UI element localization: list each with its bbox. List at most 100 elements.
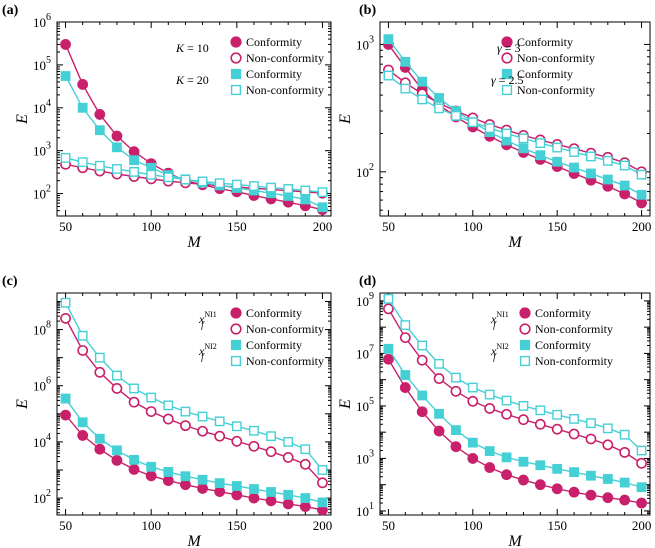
data-point bbox=[265, 495, 277, 507]
data-point bbox=[552, 156, 563, 167]
series-line bbox=[387, 358, 642, 504]
data-point bbox=[400, 83, 411, 94]
data-point bbox=[636, 169, 647, 180]
data-point bbox=[145, 406, 157, 417]
data-point bbox=[300, 493, 311, 503]
data-point bbox=[266, 431, 276, 442]
data-point bbox=[60, 312, 71, 324]
series-non-conformity-group2 bbox=[60, 152, 328, 198]
data-point bbox=[535, 405, 546, 416]
data-point bbox=[249, 181, 259, 191]
data-point bbox=[383, 303, 394, 315]
data-point bbox=[266, 487, 276, 497]
data-point bbox=[129, 167, 139, 177]
legend-marker bbox=[501, 36, 513, 48]
series-line bbox=[388, 74, 642, 176]
data-point bbox=[77, 330, 88, 341]
data-point bbox=[552, 142, 563, 153]
series-conformity-group2 bbox=[383, 343, 647, 493]
panel-label: (d) bbox=[359, 274, 376, 289]
data-point bbox=[77, 157, 88, 168]
data-point bbox=[433, 425, 445, 437]
data-point bbox=[77, 430, 89, 441]
y-axis-label: E bbox=[337, 114, 354, 125]
series-non-conformity-group1 bbox=[383, 303, 647, 469]
legend: Conformity Non-conformity Conformity Non-co… bbox=[491, 35, 595, 97]
data-point bbox=[129, 454, 139, 465]
data-point bbox=[602, 439, 614, 451]
data-point bbox=[300, 444, 311, 455]
legend-marker bbox=[230, 36, 242, 48]
series-conformity-group2 bbox=[383, 34, 647, 200]
data-point bbox=[518, 474, 529, 486]
data-point bbox=[535, 138, 546, 149]
legend-label: Conformity bbox=[246, 306, 302, 320]
legend-label: Conformity bbox=[535, 306, 591, 320]
data-point bbox=[450, 441, 462, 453]
data-point bbox=[317, 187, 328, 198]
series-line bbox=[387, 298, 643, 452]
legend-marker bbox=[230, 339, 242, 351]
data-point bbox=[317, 477, 328, 489]
data-point bbox=[534, 418, 546, 430]
data-point bbox=[451, 425, 461, 435]
data-point bbox=[501, 128, 512, 139]
data-point bbox=[383, 353, 394, 365]
data-point bbox=[146, 392, 157, 403]
y-tick-label: 102 bbox=[33, 184, 51, 202]
data-point bbox=[282, 498, 294, 510]
panel-label: (b) bbox=[359, 3, 376, 18]
data-point bbox=[619, 446, 631, 458]
legend-label: Conformity bbox=[246, 35, 302, 49]
x-axis-label: M bbox=[186, 234, 202, 251]
series-line bbox=[65, 157, 323, 193]
data-point bbox=[60, 393, 71, 404]
data-point bbox=[94, 443, 106, 455]
data-point bbox=[586, 151, 596, 162]
data-point bbox=[484, 462, 496, 473]
data-point bbox=[112, 164, 122, 174]
x-tick-label: 50 bbox=[382, 219, 395, 234]
data-point bbox=[383, 70, 394, 81]
data-point bbox=[399, 332, 411, 344]
legend-label: Conformity bbox=[517, 35, 573, 49]
plot-frame bbox=[56, 21, 332, 217]
legend-marker bbox=[501, 68, 513, 80]
data-point bbox=[467, 437, 478, 448]
data-point bbox=[417, 76, 428, 87]
data-point bbox=[249, 484, 259, 494]
y-tick-label: 105 bbox=[356, 396, 374, 414]
series-line bbox=[64, 318, 323, 484]
series-line bbox=[64, 398, 323, 504]
legend-label: Conformity bbox=[517, 67, 573, 81]
data-point bbox=[568, 428, 580, 440]
data-point bbox=[586, 418, 596, 429]
data-point bbox=[214, 486, 226, 498]
series-line bbox=[387, 38, 642, 196]
data-point bbox=[552, 463, 563, 474]
legend-marker bbox=[501, 84, 513, 96]
plot-frame bbox=[379, 21, 651, 217]
legend-label: Non-conformity bbox=[535, 354, 613, 368]
data-point bbox=[112, 370, 122, 381]
data-point bbox=[111, 130, 123, 142]
series-non-conformity-group2 bbox=[383, 293, 647, 456]
legend: Conformity Non-conformity Conformity Non-co… bbox=[175, 35, 324, 97]
x-tick-label: 150 bbox=[227, 518, 247, 533]
legend-label: Non-conformity bbox=[517, 83, 595, 97]
y-tick-label: 103 bbox=[356, 34, 374, 52]
data-point bbox=[636, 445, 647, 456]
y-tick-label: 103 bbox=[33, 141, 51, 159]
data-point bbox=[434, 93, 444, 103]
data-point bbox=[180, 479, 191, 491]
data-point bbox=[501, 395, 512, 406]
series-line bbox=[387, 348, 642, 488]
series-line bbox=[387, 44, 642, 204]
y-axis-label: E bbox=[14, 399, 31, 410]
legend-label: Non-conformity bbox=[246, 354, 324, 368]
data-point bbox=[484, 403, 496, 414]
group-label: K = 20 bbox=[175, 73, 209, 87]
x-tick-label: 150 bbox=[547, 518, 567, 533]
x-axis-label: M bbox=[186, 533, 202, 548]
